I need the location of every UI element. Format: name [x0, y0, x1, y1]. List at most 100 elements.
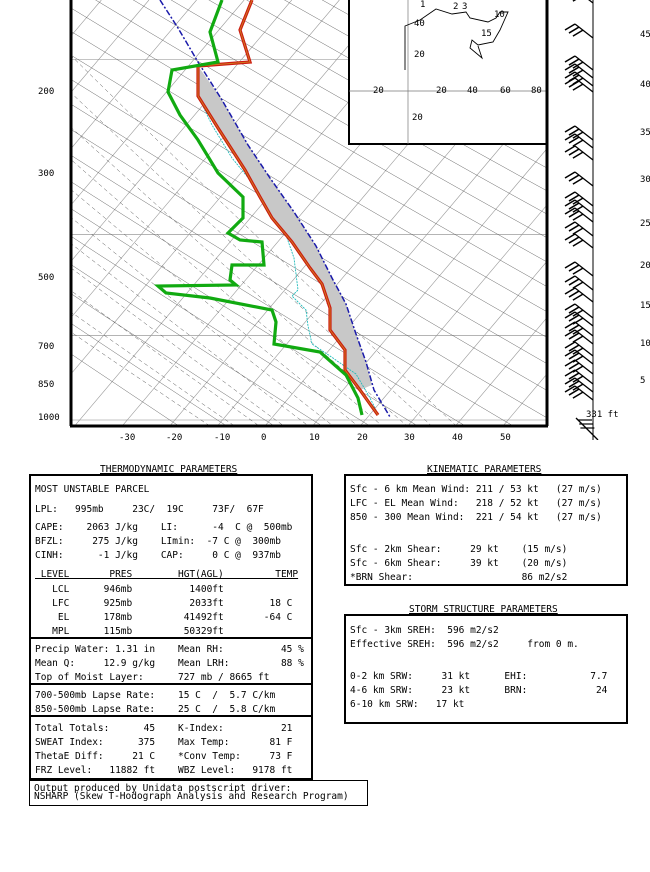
temp-label-10: 10	[309, 433, 320, 443]
surface-wind-barb	[575, 417, 599, 440]
wind-barb	[564, 171, 594, 187]
dry-adiabat	[246, 0, 547, 169]
dry-adiabat	[208, 0, 547, 192]
wind-barb-shaft	[574, 275, 594, 291]
wind-barb-flag	[568, 236, 580, 244]
temp-label-20: 20	[357, 433, 368, 443]
wind-barb-flag	[568, 314, 580, 322]
wind-barb-shaft	[574, 63, 594, 79]
wind-barb-flag	[568, 202, 580, 210]
moist-adiabat	[71, 290, 259, 425]
height-label-35: 35	[640, 128, 650, 138]
wind-barb	[564, 191, 594, 207]
wind-barb-flag	[564, 55, 576, 63]
isotherm-line	[360, 204, 547, 425]
wind-barb-flag	[572, 139, 584, 147]
height-label-45: 45	[640, 30, 650, 40]
temp-label-50: 50	[500, 433, 511, 443]
hodo-ring-label-20-top: 20	[414, 50, 425, 60]
dewpoint-trace	[153, 0, 364, 416]
height-label-25: 25	[640, 219, 650, 229]
thermo-panel: MOST UNSTABLE PARCEL LPL: 995mb 23C/ 19C…	[29, 474, 313, 780]
wind-barb-flag	[572, 29, 584, 37]
wind-barb-shaft	[574, 385, 594, 401]
wind-barb-shaft	[574, 287, 594, 303]
hodo-point-label-2: 2	[453, 2, 459, 12]
wind-barb-flag	[568, 290, 580, 298]
wind-barb-shaft	[574, 207, 594, 223]
wind-barb-shaft	[574, 311, 594, 327]
temp-label-40: 40	[452, 433, 463, 443]
hodograph	[349, 0, 547, 144]
wind-barb-flag	[568, 306, 580, 314]
wind-barb-shaft	[588, 0, 594, 4]
wind-barb	[564, 359, 594, 375]
storm-panel: Sfc - 3km SREH: 596 m2/s2 Effective SREH…	[344, 614, 628, 724]
wind-barb-flag	[564, 287, 576, 295]
pressure-label-700: 700	[38, 342, 55, 352]
dry-adiabat	[132, 0, 547, 239]
wind-barb-flag	[572, 347, 584, 355]
wind-barb-flag	[568, 352, 580, 360]
wind-barb-flag	[568, 324, 580, 332]
isotherm-line	[71, 0, 292, 262]
wind-barb	[564, 275, 594, 291]
wind-barb-flag	[568, 194, 580, 202]
thermo-level-header: LEVEL PRES HGT(AGL) TEMP	[35, 569, 299, 580]
kin-850-300-mean: 850 - 300 Mean Wind: 221 / 54 kt (27 m/s…	[350, 512, 602, 523]
surface-barb-shaft	[575, 417, 599, 440]
wind-barb-flag	[568, 174, 580, 182]
dry-adiabat	[170, 0, 547, 215]
wind-barb-flag	[564, 261, 576, 269]
isotherm-line	[71, 0, 340, 319]
wind-barb-flag	[564, 275, 576, 283]
wind-barb-flag	[572, 293, 584, 301]
skewt-profiles	[153, 0, 391, 418]
hodo-ring-label-20-left: 20	[373, 86, 384, 96]
wind-barb	[564, 233, 594, 249]
isotherm-line	[0, 0, 54, 426]
wind-barb-flag	[568, 388, 580, 396]
wind-barb-flag	[568, 148, 580, 156]
dry-adiabat	[71, 7, 547, 287]
isotherm-line	[71, 0, 197, 150]
wind-barb-flag	[568, 332, 580, 340]
wind-barb-shaft	[574, 77, 594, 93]
thermo-divider-1	[31, 637, 311, 639]
temp-label-30: 30	[404, 433, 415, 443]
wind-barb-flag	[572, 355, 584, 363]
temp-label-m20: -20	[166, 433, 183, 443]
thermo-mpl: MPL 115mb 50329ft	[35, 626, 224, 637]
wind-barb-flag	[568, 278, 580, 286]
wind-barb	[564, 369, 594, 385]
wind-barb-flag	[564, 71, 576, 79]
wind-barb	[564, 341, 594, 357]
wind-barb-shaft	[574, 377, 594, 393]
storm-4-6km-srw: 4-6 km SRW: 23 kt BRN: 24	[350, 685, 608, 696]
wind-barb-flag	[564, 311, 576, 319]
storm-sfc-3km-sreh: Sfc - 3km SREH: 596 m2/s2	[350, 625, 499, 636]
wind-barb-flag	[568, 66, 580, 74]
wind-barb-flag	[568, 380, 580, 388]
height-label-30: 30	[640, 175, 650, 185]
thermo-sweat: SWEAT Index: 375 Max Temp: 81 F	[35, 737, 293, 748]
thermo-thetae: ThetaE Diff: 21 C *Conv Temp: 73 F	[35, 751, 293, 762]
wind-barb-shaft	[574, 171, 594, 187]
wind-barb-shaft	[574, 221, 594, 237]
isotherm-line	[313, 148, 547, 425]
dry-adiabat	[397, 0, 547, 81]
wind-barb-shaft	[574, 23, 594, 39]
pressure-label-500: 500	[38, 273, 55, 283]
wind-barb-flag	[564, 321, 576, 329]
wind-barb	[572, 0, 594, 4]
wind-barb-flag	[572, 375, 584, 383]
wind-barb-flag	[564, 133, 576, 141]
wind-barb-shaft	[574, 191, 594, 207]
kin-lfc-el-mean: LFC - EL Mean Wind: 218 / 52 kt (27 m/s)	[350, 498, 602, 509]
kin-sfc-6km-shear: Sfc - 6km Shear: 39 kt (20 m/s)	[350, 558, 568, 569]
height-label-10: 10	[640, 339, 650, 349]
wind-barb-flag	[564, 191, 576, 199]
thermo-precip: Precip Water: 1.31 in Mean RH: 45 %	[35, 644, 304, 655]
wind-barb-flag	[564, 385, 576, 393]
hodograph-trace	[404, 8, 509, 70]
